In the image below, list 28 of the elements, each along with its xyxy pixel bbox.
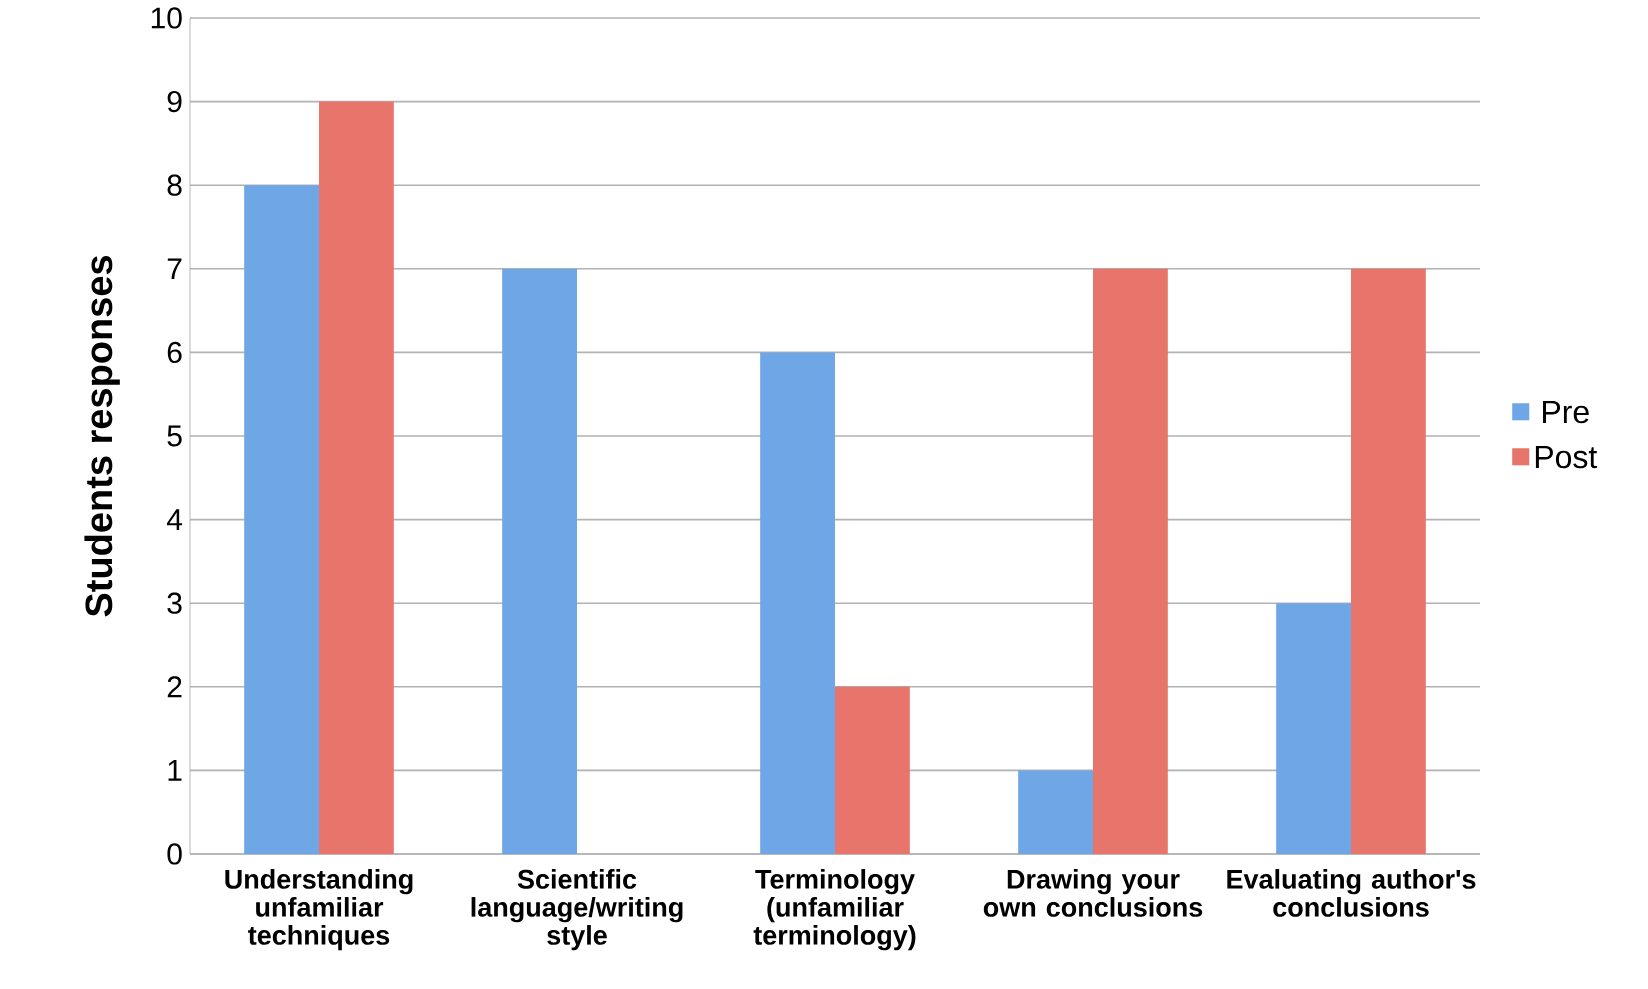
x-tick-label: Scientific language/writing style [471, 869, 683, 951]
bar [1276, 603, 1351, 854]
bar [760, 352, 835, 854]
y-tick-label: 0 [167, 843, 182, 865]
y-axis-title: Students responses [84, 255, 120, 617]
bar [1093, 268, 1168, 854]
y-tick-label: 9 [167, 90, 182, 113]
y-tick-label: 2 [167, 676, 182, 698]
bar [835, 686, 910, 854]
y-tick-label: 7 [167, 258, 182, 280]
y-tick-label: 5 [167, 425, 182, 447]
y-tick-label: 3 [167, 592, 182, 614]
bar [502, 268, 577, 854]
bar [319, 101, 394, 854]
y-tick-label: 6 [167, 341, 182, 363]
x-tick-label: Evaluating author's conclusions [1227, 869, 1476, 917]
legend-label: Post [1535, 445, 1598, 469]
bar [244, 185, 320, 854]
x-tick-label: Terminology (unfamiliar terminology) [753, 869, 916, 951]
bar [1018, 770, 1093, 854]
x-tick-label: Drawing your own conclusions [983, 869, 1203, 917]
y-tick-label: 8 [167, 174, 182, 196]
y-tick-label: 4 [166, 509, 183, 530]
y-tick-label: 1 [168, 760, 182, 781]
legend-label: Pre [1543, 400, 1589, 424]
bar [1351, 268, 1426, 854]
x-tick-label: Understanding unfamiliar techniques [225, 869, 413, 951]
y-tick-label: 10 [151, 7, 182, 29]
